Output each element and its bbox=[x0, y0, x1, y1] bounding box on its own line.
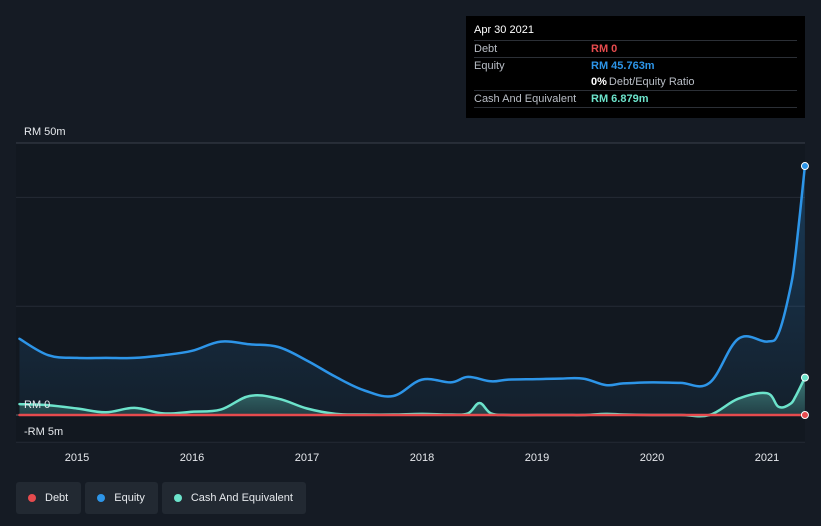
legend-dot-debt-icon bbox=[28, 494, 36, 502]
tooltip-bottom-divider bbox=[474, 107, 797, 124]
tooltip-value-equity: RM 45.763m bbox=[591, 60, 655, 72]
y-axis-labels: RM 50m RM 0 -RM 5m bbox=[24, 126, 66, 438]
x-axis-labels: 2015 2016 2017 2018 2019 2020 2021 bbox=[65, 452, 779, 464]
tooltip-row-ratio: 0% Debt/Equity Ratio bbox=[474, 74, 797, 90]
legend-item-cash[interactable]: Cash And Equivalent bbox=[161, 482, 306, 514]
x-tick-label: 2017 bbox=[295, 452, 319, 464]
legend: Debt Equity Cash And Equivalent bbox=[16, 482, 306, 514]
series-endpoints bbox=[800, 162, 809, 419]
line-equity bbox=[18, 164, 807, 398]
legend-item-equity[interactable]: Equity bbox=[85, 482, 158, 514]
series-lines bbox=[18, 164, 807, 418]
tooltip-label-cash: Cash And Equivalent bbox=[474, 93, 577, 105]
area-equity bbox=[19, 166, 805, 415]
tooltip-value-debt: RM 0 bbox=[591, 43, 618, 55]
tooltip-value-ratio: 0% bbox=[591, 76, 607, 88]
tooltip-date: Apr 30 2021 bbox=[474, 24, 534, 36]
legend-label-debt: Debt bbox=[45, 492, 69, 504]
endpoint-cash-and-equivalent bbox=[800, 373, 809, 382]
x-tick-label: 2015 bbox=[65, 452, 89, 464]
y-tick-label: RM 0 bbox=[24, 399, 50, 411]
tooltip-ratio-caption: Debt/Equity Ratio bbox=[608, 76, 695, 88]
tooltip-label-debt: Debt bbox=[474, 43, 498, 55]
legend-label-cash: Cash And Equivalent bbox=[190, 492, 293, 504]
endpoint-equity bbox=[800, 162, 809, 171]
x-tick-label: 2020 bbox=[640, 452, 664, 464]
endpoint-debt bbox=[800, 411, 809, 419]
legend-dot-cash-icon bbox=[173, 494, 182, 502]
legend-item-debt[interactable]: Debt bbox=[16, 482, 82, 514]
y-tick-label: RM 50m bbox=[24, 126, 66, 138]
line-cash-and-equivalent bbox=[18, 376, 807, 418]
x-tick-label: 2021 bbox=[755, 452, 779, 464]
tooltip-panel: Apr 30 2021 Debt RM 0 Equity RM 45.763m … bbox=[466, 16, 805, 118]
tooltip-row-debt: Debt RM 0 bbox=[474, 40, 797, 57]
y-tick-label: -RM 5m bbox=[24, 426, 63, 438]
tooltip-row-cash: Cash And Equivalent RM 6.879m bbox=[474, 90, 797, 107]
x-tick-label: 2019 bbox=[525, 452, 549, 464]
tooltip-row-equity: Equity RM 45.763m bbox=[474, 57, 797, 74]
tooltip-label-equity: Equity bbox=[474, 60, 505, 72]
x-tick-label: 2018 bbox=[410, 452, 434, 464]
x-tick-label: 2016 bbox=[180, 452, 204, 464]
legend-label-equity: Equity bbox=[114, 492, 145, 504]
legend-dot-equity-icon bbox=[97, 494, 106, 502]
tooltip-value-cash: RM 6.879m bbox=[591, 93, 649, 105]
